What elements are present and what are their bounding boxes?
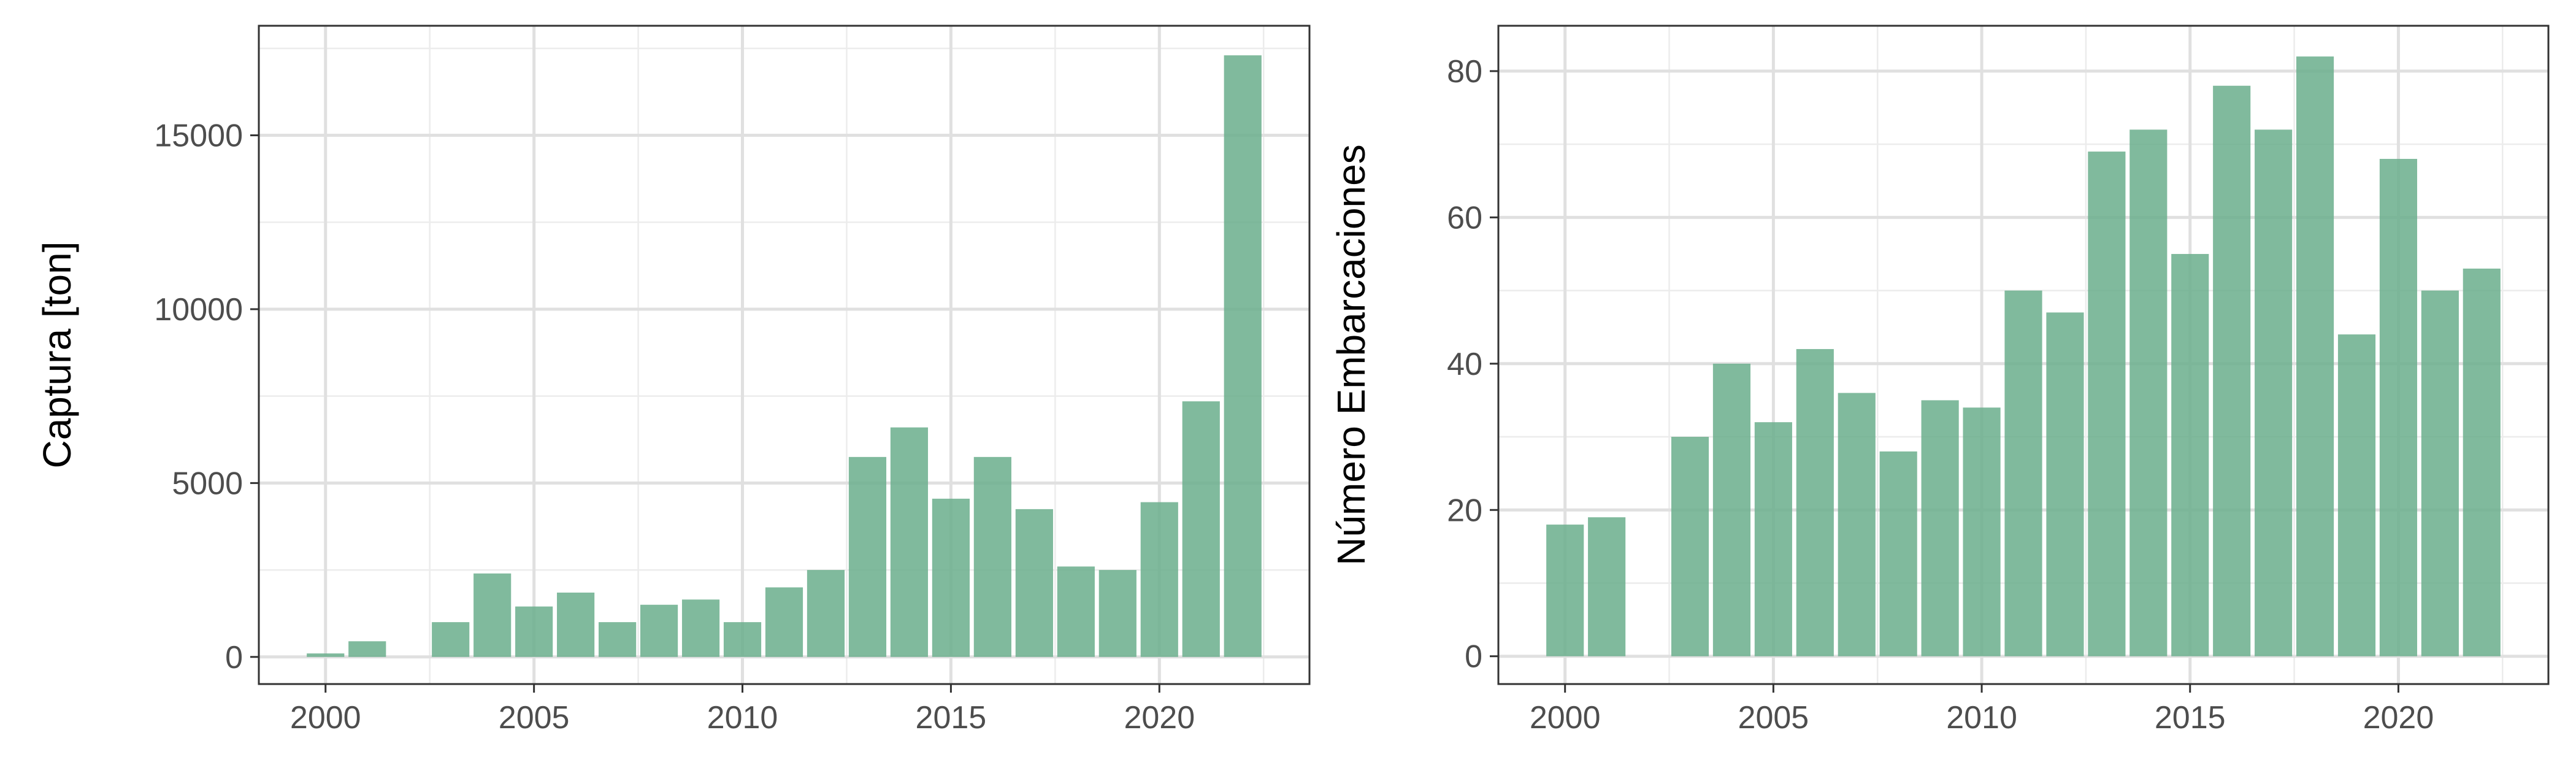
bar <box>1140 502 1178 657</box>
panel-frame <box>258 25 1311 685</box>
y-tick-label: 0 <box>225 640 243 675</box>
y-tick-label: 15000 <box>154 118 243 154</box>
vessels-chart-panel: 2000 2005 2010 2015 2020 0 20 40 60 80 Número Emb… <box>1329 25 2550 736</box>
bar <box>2296 56 2334 656</box>
y-axis-label: Número Embarcaciones <box>1329 144 1373 566</box>
bar <box>2255 129 2293 656</box>
bar <box>2088 152 2126 656</box>
bar <box>1712 363 1751 656</box>
y-tick-label: 5000 <box>172 466 243 501</box>
bar <box>1098 570 1137 657</box>
y-tick-label: 80 <box>1447 54 1482 90</box>
y-tick-label: 40 <box>1447 347 1482 382</box>
panel-frame <box>1497 25 2550 685</box>
bar <box>599 622 637 657</box>
bar <box>1588 517 1626 656</box>
bar <box>1546 525 1584 656</box>
x-tick-label: 2010 <box>707 700 778 736</box>
bar <box>1182 401 1220 657</box>
bar <box>2337 334 2376 656</box>
bar <box>1796 348 1834 656</box>
y-tick-label: 20 <box>1447 493 1482 528</box>
bar <box>723 622 762 657</box>
bar <box>515 606 553 657</box>
axis-ticks: 2000 2005 2010 2015 2020 0 20 40 60 80 <box>1447 54 2434 736</box>
catch-chart-panel: 2000 2005 2010 2015 2020 0 5000 10000 15000 Capt… <box>35 25 1311 736</box>
bar <box>307 653 345 657</box>
bar <box>2171 253 2209 656</box>
x-tick-label: 2005 <box>1738 700 1809 736</box>
bar <box>2379 158 2417 656</box>
bar <box>2213 85 2251 656</box>
bar <box>807 570 845 657</box>
bar <box>557 592 595 657</box>
bar <box>1838 393 1876 656</box>
bar <box>1671 437 1709 656</box>
bar <box>2046 312 2084 656</box>
bar <box>932 498 970 657</box>
y-tick-label: 60 <box>1447 200 1482 236</box>
bar <box>1224 55 1262 657</box>
x-tick-label: 2020 <box>1124 700 1195 736</box>
y-tick-label: 10000 <box>154 292 243 328</box>
bar <box>681 599 720 657</box>
bar <box>1015 509 1053 657</box>
x-tick-label: 2015 <box>2155 700 2226 736</box>
bar <box>1057 566 1095 657</box>
bar <box>2421 290 2459 656</box>
x-tick-label: 2000 <box>1530 700 1601 736</box>
bars <box>1546 56 2501 656</box>
bar <box>765 587 803 657</box>
bar <box>473 573 512 657</box>
bars <box>307 55 1262 657</box>
axis-ticks: 2000 2005 2010 2015 2020 0 5000 10000 15000 <box>154 118 1195 736</box>
bar <box>848 456 887 657</box>
bar <box>1754 422 1792 656</box>
bar <box>2463 268 2501 656</box>
x-tick-label: 2010 <box>1946 700 2017 736</box>
bar <box>432 622 470 657</box>
x-tick-label: 2000 <box>290 700 361 736</box>
x-tick-label: 2020 <box>2363 700 2434 736</box>
y-tick-label: 0 <box>1465 639 1482 675</box>
x-tick-label: 2005 <box>499 700 570 736</box>
bar <box>348 641 386 657</box>
y-axis-label: Captura [ton] <box>35 242 79 469</box>
bar <box>640 604 678 657</box>
bar <box>973 456 1011 657</box>
x-tick-label: 2015 <box>916 700 987 736</box>
bar <box>1963 407 2001 656</box>
bar <box>2004 290 2042 656</box>
bar <box>2129 129 2168 656</box>
bar <box>890 427 929 657</box>
bar <box>1879 451 1917 656</box>
bar <box>1921 400 1959 656</box>
